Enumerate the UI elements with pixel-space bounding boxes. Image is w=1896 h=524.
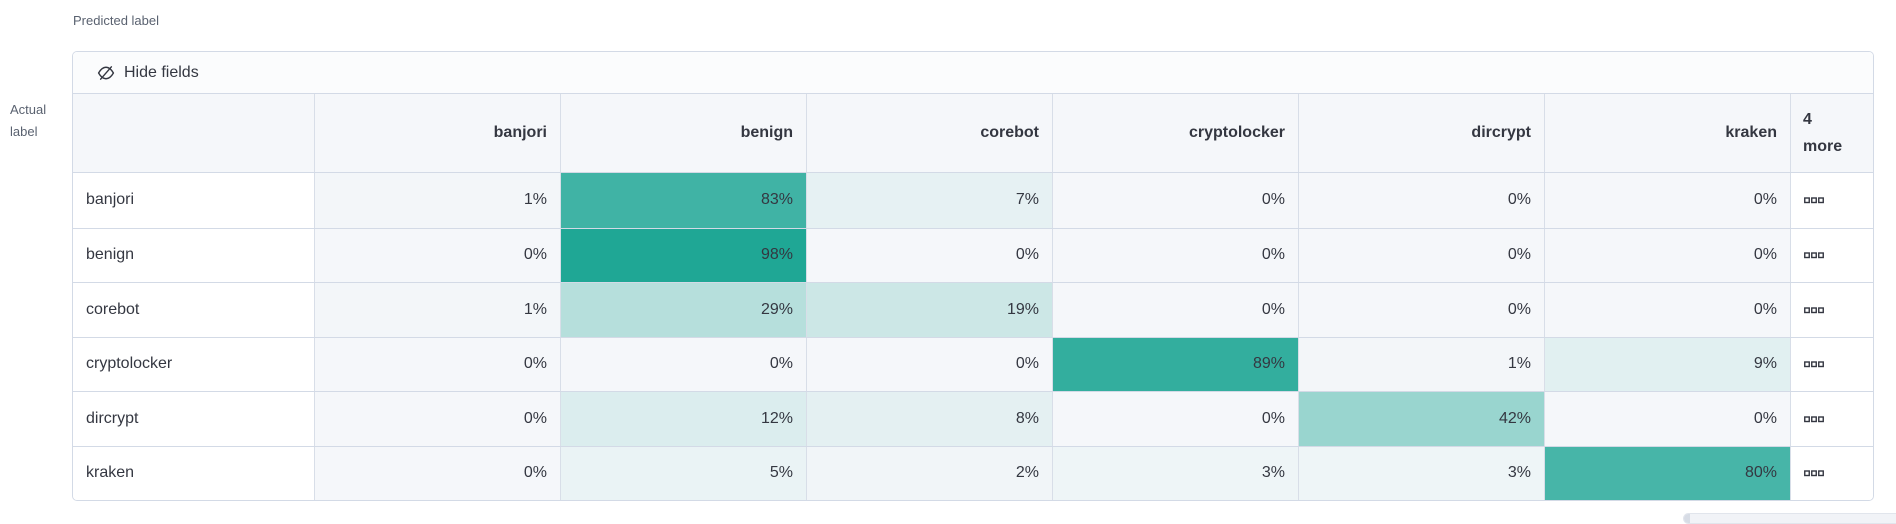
heat-cell-banjori-cryptolocker[interactable]: 0% <box>1053 173 1299 228</box>
boxes-horizontal-icon <box>1804 410 1824 428</box>
heat-cell-dircrypt-kraken[interactable]: 0% <box>1545 392 1791 446</box>
more-label: more <box>1803 138 1843 155</box>
heat-cell-dircrypt-corebot[interactable]: 8% <box>807 392 1053 446</box>
boxes-horizontal-icon <box>1804 246 1824 264</box>
row-label-cell[interactable]: corebot <box>73 283 315 337</box>
matrix-row-banjori: banjori 1% 83% 7% 0% 0% 0% <box>73 173 1873 228</box>
heat-cell-corebot-corebot[interactable]: 19% <box>807 283 1053 337</box>
row-label-cell[interactable]: benign <box>73 228 315 282</box>
heat-cell-kraken-kraken[interactable]: 80% <box>1545 446 1791 500</box>
heat-cell-dircrypt-dircrypt[interactable]: 42% <box>1299 392 1545 446</box>
eye-closed-icon <box>97 64 115 82</box>
grid-header-row: banjori benign corebot cryptolocker dircrypt… <box>73 94 1873 173</box>
column-header-cryptolocker[interactable]: cryptolocker <box>1053 94 1299 172</box>
actual-label-line2: label <box>10 124 38 139</box>
heat-cell-kraken-cryptolocker[interactable]: 3% <box>1053 446 1299 500</box>
heat-cell-benign-benign[interactable]: 98% <box>561 228 807 282</box>
heat-cell-kraken-benign[interactable]: 5% <box>561 446 807 500</box>
more-columns-cell[interactable] <box>1791 228 1873 282</box>
heat-cell-corebot-kraken[interactable]: 0% <box>1545 283 1791 337</box>
more-columns-cell[interactable] <box>1791 337 1873 391</box>
boxes-horizontal-icon <box>1804 355 1824 373</box>
column-header-more[interactable]: 4 more <box>1791 94 1873 172</box>
boxes-horizontal-icon <box>1804 191 1824 209</box>
grid-toolbar: Hide fields <box>73 52 1873 94</box>
hide-fields-label: Hide fields <box>124 63 199 81</box>
more-columns-cell[interactable] <box>1791 392 1873 446</box>
more-columns-cell[interactable] <box>1791 283 1873 337</box>
heat-cell-dircrypt-cryptolocker[interactable]: 0% <box>1053 392 1299 446</box>
heat-cell-corebot-benign[interactable]: 29% <box>561 283 807 337</box>
heat-cell-benign-kraken[interactable]: 0% <box>1545 228 1791 282</box>
boxes-horizontal-icon <box>1804 464 1824 482</box>
matrix-row-dircrypt: dircrypt 0% 12% 8% 0% 42% 0% <box>73 391 1873 446</box>
matrix-row-benign: benign 0% 98% 0% 0% 0% 0% <box>73 227 1873 282</box>
heat-cell-benign-corebot[interactable]: 0% <box>807 228 1053 282</box>
corner-header-cell <box>73 94 315 172</box>
matrix-row-kraken: kraken 0% 5% 2% 3% 3% 80% <box>73 445 1873 500</box>
heat-cell-kraken-banjori[interactable]: 0% <box>315 446 561 500</box>
heat-cell-cryptolocker-cryptolocker[interactable]: 89% <box>1053 337 1299 391</box>
grid-body: banjori 1% 83% 7% 0% 0% 0% benign 0% 98% 0% 0% 0% 0% c… <box>73 173 1873 500</box>
heat-cell-banjori-dircrypt[interactable]: 0% <box>1299 173 1545 228</box>
heat-cell-cryptolocker-benign[interactable]: 0% <box>561 337 807 391</box>
actual-label: Actual label <box>10 99 46 143</box>
column-header-corebot[interactable]: corebot <box>807 94 1053 172</box>
row-label-cell[interactable]: cryptolocker <box>73 337 315 391</box>
heat-cell-cryptolocker-dircrypt[interactable]: 1% <box>1299 337 1545 391</box>
heat-cell-benign-banjori[interactable]: 0% <box>315 228 561 282</box>
heat-cell-cryptolocker-kraken[interactable]: 9% <box>1545 337 1791 391</box>
column-header-benign[interactable]: benign <box>561 94 807 172</box>
row-label-cell[interactable]: banjori <box>73 173 315 228</box>
heat-cell-corebot-dircrypt[interactable]: 0% <box>1299 283 1545 337</box>
heat-cell-dircrypt-benign[interactable]: 12% <box>561 392 807 446</box>
heat-cell-corebot-cryptolocker[interactable]: 0% <box>1053 283 1299 337</box>
heat-cell-banjori-benign[interactable]: 83% <box>561 173 807 228</box>
column-header-dircrypt[interactable]: dircrypt <box>1299 94 1545 172</box>
heat-cell-dircrypt-banjori[interactable]: 0% <box>315 392 561 446</box>
heat-cell-banjori-corebot[interactable]: 7% <box>807 173 1053 228</box>
heat-cell-kraken-dircrypt[interactable]: 3% <box>1299 446 1545 500</box>
heat-cell-banjori-kraken[interactable]: 0% <box>1545 173 1791 228</box>
row-label-cell[interactable]: dircrypt <box>73 392 315 446</box>
matrix-row-cryptolocker: cryptolocker 0% 0% 0% 89% 1% 9% <box>73 336 1873 391</box>
more-count: 4 <box>1803 111 1812 128</box>
predicted-label: Predicted label <box>73 13 159 28</box>
matrix-row-corebot: corebot 1% 29% 19% 0% 0% 0% <box>73 282 1873 337</box>
heat-cell-corebot-banjori[interactable]: 1% <box>315 283 561 337</box>
heat-cell-kraken-corebot[interactable]: 2% <box>807 446 1053 500</box>
heat-cell-cryptolocker-corebot[interactable]: 0% <box>807 337 1053 391</box>
more-columns-cell[interactable] <box>1791 446 1873 500</box>
horizontal-scrollbar-thumb[interactable] <box>1683 513 1896 524</box>
heat-cell-banjori-banjori[interactable]: 1% <box>315 173 561 228</box>
row-label-cell[interactable]: kraken <box>73 446 315 500</box>
confusion-matrix-panel: Hide fields banjori benign corebot cryptolo… <box>72 51 1874 501</box>
hide-fields-button[interactable]: Hide fields <box>97 64 199 82</box>
boxes-horizontal-icon <box>1804 301 1824 319</box>
actual-label-line1: Actual <box>10 102 47 117</box>
heat-cell-benign-dircrypt[interactable]: 0% <box>1299 228 1545 282</box>
heat-cell-cryptolocker-banjori[interactable]: 0% <box>315 337 561 391</box>
heat-cell-benign-cryptolocker[interactable]: 0% <box>1053 228 1299 282</box>
column-header-kraken[interactable]: kraken <box>1545 94 1791 172</box>
more-columns-cell[interactable] <box>1791 173 1873 228</box>
column-header-banjori[interactable]: banjori <box>315 94 561 172</box>
